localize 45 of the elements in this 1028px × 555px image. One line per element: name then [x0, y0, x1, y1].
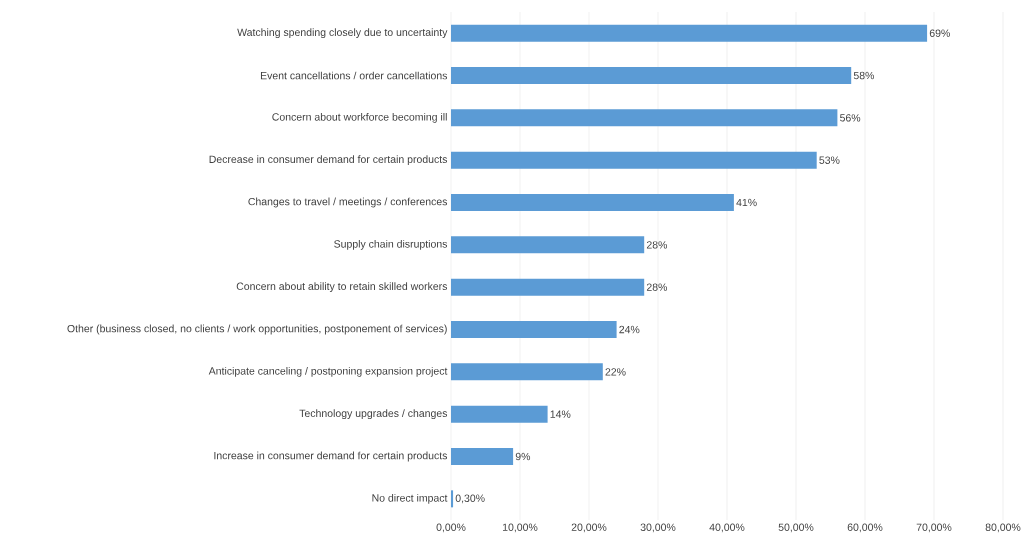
x-tick-label: 80,00% [985, 523, 1021, 533]
y-tick-label: Supply chain disruptions [334, 239, 448, 250]
y-tick-label: Concern about ability to retain skilled workers [236, 282, 448, 293]
y-tick-label: Decrease in consumer demand for certain products [209, 155, 448, 166]
x-tick-label: 10,00% [502, 523, 538, 533]
data-label: 0,30% [455, 494, 485, 504]
y-tick-label: Other (business closed, no clients / work opportunities, postponement of services) [67, 324, 447, 335]
data-label: 69% [929, 29, 950, 37]
y-tick-label: No direct impact [372, 493, 448, 504]
data-label: 14% [550, 410, 571, 418]
y-tick-label: Changes to travel / meetings / conferences [248, 197, 448, 208]
data-label: 28% [646, 283, 668, 291]
data-label: 53% [819, 156, 840, 164]
bar [451, 363, 603, 381]
bar [451, 236, 645, 254]
y-tick-label: Anticipate canceling / postponing expansion project [208, 366, 448, 377]
x-tick-label: 70,00% [916, 523, 952, 533]
y-tick-label: Event cancellations / order cancellations [260, 71, 448, 80]
y-tick-label: Increase in consumer demand for certain products [214, 451, 448, 462]
data-label: 22% [605, 368, 626, 376]
y-tick-label: Concern about workforce becoming ill [272, 112, 447, 123]
data-label: 24% [619, 325, 640, 334]
x-tick-label: 40,00% [709, 523, 745, 533]
bar [451, 24, 928, 42]
data-label: 9% [515, 452, 531, 461]
data-label: 41% [736, 198, 757, 207]
bar [451, 151, 817, 169]
x-tick-label: 0,00% [436, 523, 466, 533]
x-tick-label: 50,00% [778, 523, 814, 533]
data-label: 56% [840, 114, 861, 122]
data-label: 28% [646, 241, 668, 249]
data-label: 58% [853, 71, 875, 80]
bar [451, 194, 734, 212]
bar [451, 448, 514, 465]
bar [451, 321, 617, 339]
y-tick-label: Technology upgrades / changes [299, 409, 448, 420]
y-tick-label: Watching spending closely due to uncertainty [237, 28, 448, 39]
bar [451, 490, 454, 508]
x-tick-label: 60,00% [847, 523, 883, 533]
bar [451, 405, 548, 423]
bar [451, 67, 852, 84]
bar [451, 278, 645, 296]
bar [451, 109, 838, 127]
x-tick-label: 30,00% [640, 523, 676, 533]
x-tick-label: 20,00% [571, 523, 607, 533]
